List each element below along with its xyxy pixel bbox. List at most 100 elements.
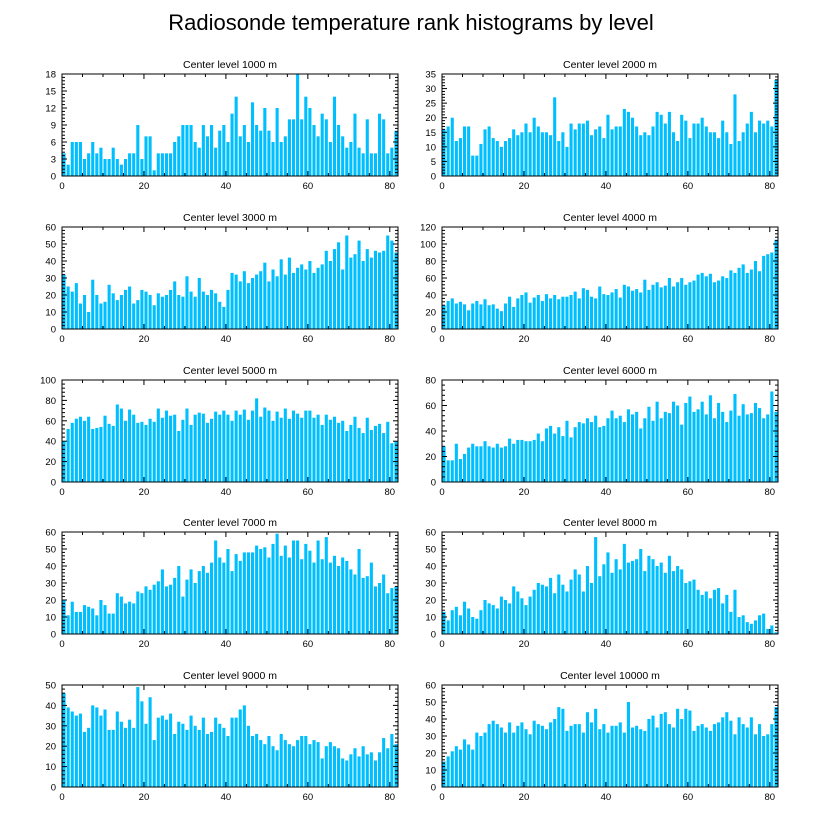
x-axis: 0 20 40 60 80 bbox=[59, 74, 395, 192]
bar bbox=[152, 740, 156, 787]
bar bbox=[128, 719, 132, 787]
bar bbox=[540, 300, 544, 329]
bar bbox=[630, 560, 635, 634]
bar bbox=[544, 586, 549, 634]
bar bbox=[210, 418, 214, 482]
bar bbox=[626, 111, 630, 176]
bar bbox=[210, 289, 214, 329]
bar bbox=[205, 422, 210, 482]
x-tick-label: 80 bbox=[765, 181, 776, 192]
bar bbox=[721, 120, 725, 176]
bar bbox=[528, 596, 532, 634]
bar bbox=[316, 742, 320, 787]
x-tick-label: 80 bbox=[385, 181, 396, 192]
bar bbox=[737, 141, 741, 176]
bar bbox=[185, 125, 189, 176]
bar bbox=[169, 584, 173, 634]
bar bbox=[123, 289, 128, 329]
bar bbox=[528, 132, 532, 176]
bar bbox=[561, 584, 565, 634]
bar bbox=[304, 410, 308, 482]
bar bbox=[123, 420, 128, 482]
bar bbox=[676, 141, 680, 176]
bar bbox=[737, 717, 741, 787]
bar bbox=[177, 721, 181, 787]
bar bbox=[553, 593, 557, 634]
bar bbox=[467, 447, 471, 482]
bar bbox=[197, 729, 201, 787]
histogram-panel: Center level 5000 m 0 20 40 60 80 0 20 40 60 80 100 bbox=[40, 365, 399, 498]
bar bbox=[107, 613, 111, 634]
x-tick-label: 0 bbox=[59, 487, 64, 498]
bar bbox=[495, 308, 499, 329]
bar bbox=[214, 540, 218, 634]
bar bbox=[471, 155, 475, 176]
bar bbox=[70, 601, 74, 634]
y-axis: 0 10 20 30 40 50 bbox=[45, 681, 398, 794]
bar bbox=[577, 422, 581, 482]
bar bbox=[626, 702, 630, 787]
bar bbox=[238, 136, 242, 176]
bar bbox=[74, 611, 78, 634]
bar bbox=[230, 571, 234, 634]
bar bbox=[667, 724, 671, 787]
bar bbox=[320, 264, 324, 329]
bar-series bbox=[442, 537, 778, 634]
bar bbox=[136, 422, 140, 482]
bar bbox=[193, 414, 197, 482]
bar bbox=[230, 272, 234, 329]
bar bbox=[655, 727, 659, 787]
bar bbox=[712, 132, 717, 176]
bar bbox=[753, 261, 758, 329]
bar bbox=[148, 697, 152, 787]
bar bbox=[74, 418, 78, 482]
bar bbox=[540, 584, 544, 634]
bar bbox=[82, 159, 87, 176]
bar bbox=[610, 725, 614, 787]
bar bbox=[614, 725, 618, 787]
bar bbox=[230, 113, 234, 176]
bar bbox=[688, 710, 692, 787]
bar bbox=[495, 724, 499, 787]
x-tick-label: 0 bbox=[439, 639, 444, 650]
bar bbox=[770, 625, 774, 634]
bar bbox=[271, 420, 275, 482]
bar bbox=[516, 298, 520, 329]
bar bbox=[263, 744, 267, 787]
bar bbox=[349, 424, 353, 482]
bar bbox=[164, 719, 169, 787]
bar bbox=[341, 420, 345, 482]
bar bbox=[717, 722, 721, 787]
bar bbox=[128, 409, 132, 482]
bar bbox=[462, 304, 467, 329]
bar bbox=[479, 736, 483, 787]
bar bbox=[491, 304, 495, 329]
bar bbox=[222, 727, 226, 787]
bar bbox=[373, 153, 378, 176]
bar bbox=[365, 119, 369, 176]
bar bbox=[234, 96, 238, 176]
bar bbox=[598, 286, 602, 329]
bar bbox=[283, 274, 287, 329]
x-tick-label: 80 bbox=[765, 487, 776, 498]
bar bbox=[442, 611, 446, 634]
bar bbox=[99, 426, 103, 482]
bar bbox=[446, 756, 450, 787]
bar bbox=[745, 414, 749, 482]
y-axis: 0 10 20 30 40 50 60 bbox=[425, 528, 778, 641]
bar bbox=[733, 394, 737, 482]
bar bbox=[700, 117, 704, 176]
bar bbox=[308, 261, 312, 329]
y-tick-label: 50 bbox=[45, 545, 56, 556]
bar bbox=[516, 135, 520, 176]
bar bbox=[70, 422, 74, 482]
bar bbox=[382, 250, 386, 329]
bar bbox=[197, 412, 201, 482]
bar bbox=[741, 264, 745, 329]
bar bbox=[128, 601, 132, 634]
bar bbox=[103, 301, 107, 329]
bar bbox=[733, 589, 737, 634]
bar bbox=[390, 240, 394, 329]
x-tick-label: 20 bbox=[139, 334, 150, 345]
bar bbox=[520, 132, 524, 176]
